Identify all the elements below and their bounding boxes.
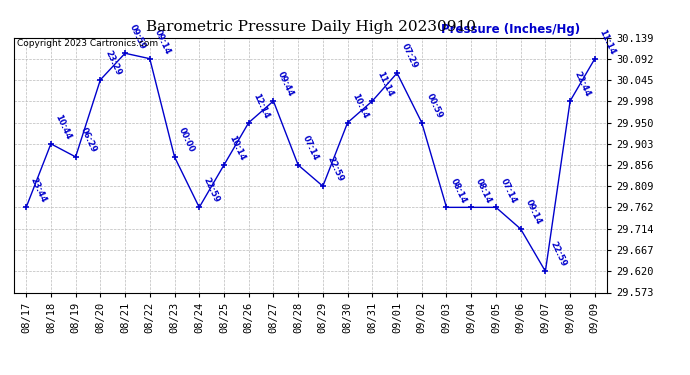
Title: Barometric Pressure Daily High 20230910: Barometric Pressure Daily High 20230910	[146, 20, 475, 33]
Text: 09:59: 09:59	[128, 22, 147, 51]
Text: 12:14: 12:14	[251, 92, 271, 120]
Text: 00:59: 00:59	[424, 92, 444, 120]
Text: 10:14: 10:14	[351, 92, 370, 120]
Text: 06:29: 06:29	[79, 126, 98, 154]
Text: 22:44: 22:44	[573, 70, 593, 98]
Text: 10:14: 10:14	[227, 134, 246, 162]
Text: 22:59: 22:59	[548, 240, 568, 268]
Text: 08:14: 08:14	[474, 177, 493, 205]
Text: 07:14: 07:14	[301, 134, 320, 162]
Text: 22:59: 22:59	[326, 155, 345, 183]
Text: 23:29: 23:29	[103, 49, 123, 77]
Text: 09:14: 09:14	[524, 198, 543, 226]
Text: 07:29: 07:29	[400, 42, 419, 70]
Text: 09:44: 09:44	[276, 70, 295, 98]
Text: Copyright 2023 Cartronics.com: Copyright 2023 Cartronics.com	[17, 39, 158, 48]
Text: 08:14: 08:14	[449, 177, 469, 205]
Text: 22:59: 22:59	[202, 177, 221, 205]
Text: 23:44: 23:44	[29, 177, 48, 205]
Text: 00:00: 00:00	[177, 126, 197, 154]
Text: 11:14: 11:14	[598, 28, 617, 56]
Text: 07:14: 07:14	[499, 177, 518, 205]
Text: 11:14: 11:14	[375, 70, 395, 98]
Text: 09:14: 09:14	[152, 28, 172, 56]
Text: Pressure (Inches/Hg): Pressure (Inches/Hg)	[441, 23, 580, 36]
Text: 10:44: 10:44	[54, 113, 73, 141]
